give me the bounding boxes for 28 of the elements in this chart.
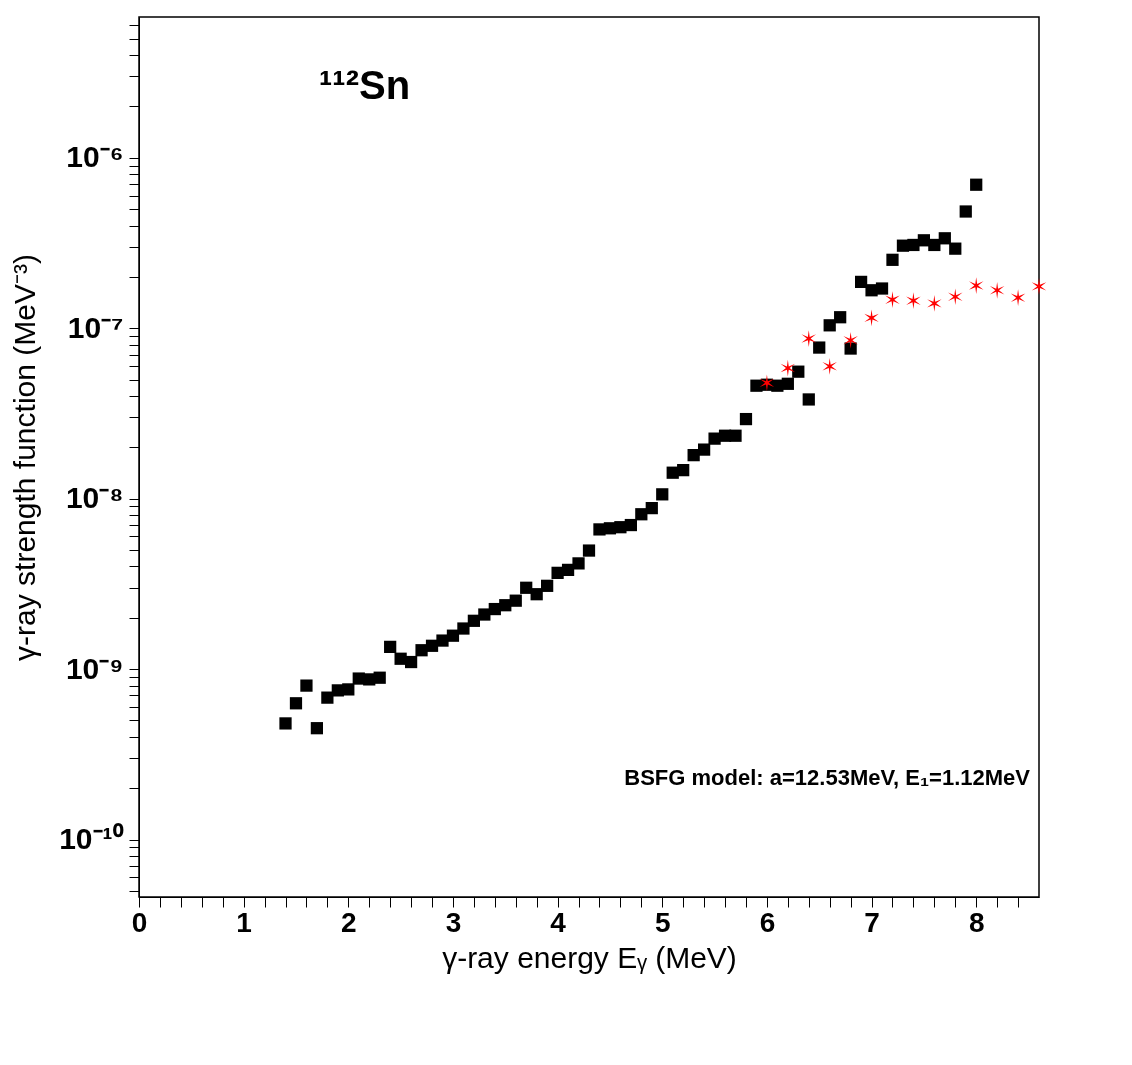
x-tick-label: 8: [968, 906, 985, 938]
y-tick-label: 10⁻⁹: [65, 651, 124, 685]
point: [906, 292, 921, 310]
point: [822, 357, 837, 375]
y-tick-label: 10⁻⁸: [65, 481, 124, 515]
y-tick-label: 10⁻⁶: [66, 140, 124, 174]
annotation: BSFG model: a=12.53MeV, E₁=1.12MeV: [624, 765, 1031, 791]
y-axis-title: γ-ray strength function (MeV⁻³): [8, 254, 42, 661]
point: [927, 294, 942, 312]
x-tick-label: 4: [550, 906, 567, 938]
x-tick-label: 0: [131, 906, 148, 938]
x-tick-label: 6: [759, 906, 776, 938]
annotation: ¹¹²Sn: [319, 63, 411, 108]
point: [801, 330, 817, 347]
point: [885, 291, 900, 309]
x-tick-label: 3: [445, 906, 462, 938]
point: [948, 288, 963, 306]
point: [843, 331, 858, 349]
y-tick-label: 10⁻⁷: [67, 310, 124, 344]
x-tick-label: 2: [341, 906, 357, 938]
x-tick-label: 7: [864, 906, 880, 938]
x-axis-title: γ-ray energy Eᵧ (MeV): [442, 940, 737, 974]
point: [968, 277, 984, 294]
y-tick-label: 10⁻¹⁰: [59, 822, 124, 856]
x-tick-label: 5: [654, 906, 671, 938]
point: [864, 309, 879, 327]
x-tick-label: 1: [236, 906, 252, 938]
point: [780, 359, 796, 377]
